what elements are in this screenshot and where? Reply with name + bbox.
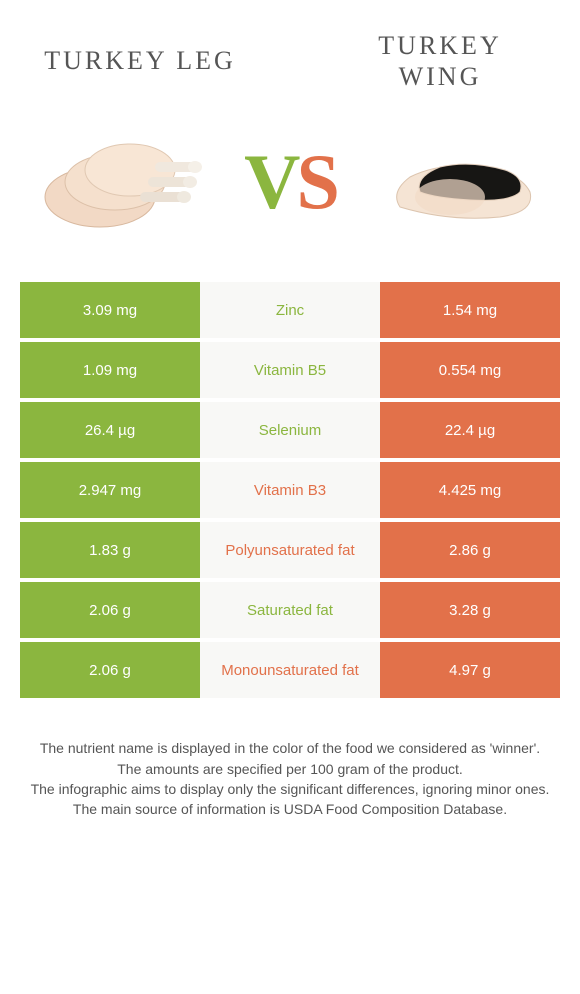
vs-v-letter: V: [244, 138, 296, 225]
header-row: TURKEY LEG TURKEY WING: [0, 0, 580, 102]
left-value: 1.83 g: [20, 522, 200, 578]
nutrient-name: Vitamin B5: [200, 342, 380, 398]
title-right: TURKEY WING: [340, 30, 540, 92]
title-left: TURKEY LEG: [40, 46, 240, 76]
right-value: 3.28 g: [380, 582, 560, 638]
left-value: 2.947 mg: [20, 462, 200, 518]
left-value: 1.09 mg: [20, 342, 200, 398]
footer-line-3: The infographic aims to display only the…: [30, 779, 550, 799]
turkey-leg-image: [30, 112, 210, 252]
nutrient-row: 26.4 µgSelenium22.4 µg: [20, 402, 560, 458]
images-row: VS: [0, 102, 580, 282]
right-value: 2.86 g: [380, 522, 560, 578]
right-value: 4.425 mg: [380, 462, 560, 518]
footer-line-1: The nutrient name is displayed in the co…: [30, 738, 550, 758]
nutrient-row: 2.06 gSaturated fat3.28 g: [20, 582, 560, 638]
right-value: 4.97 g: [380, 642, 560, 698]
nutrient-name: Selenium: [200, 402, 380, 458]
left-value: 26.4 µg: [20, 402, 200, 458]
nutrient-name: Saturated fat: [200, 582, 380, 638]
nutrient-name: Zinc: [200, 282, 380, 338]
nutrient-table: 3.09 mgZinc1.54 mg1.09 mgVitamin B50.554…: [20, 282, 560, 698]
nutrient-name: Vitamin B3: [200, 462, 380, 518]
nutrient-row: 2.06 gMonounsaturated fat4.97 g: [20, 642, 560, 698]
nutrient-row: 1.83 gPolyunsaturated fat2.86 g: [20, 522, 560, 578]
right-value: 0.554 mg: [380, 342, 560, 398]
turkey-wing-image: [370, 112, 550, 252]
right-value: 1.54 mg: [380, 282, 560, 338]
left-value: 2.06 g: [20, 582, 200, 638]
nutrient-name: Monounsaturated fat: [200, 642, 380, 698]
nutrient-row: 2.947 mgVitamin B34.425 mg: [20, 462, 560, 518]
vs-s-letter: S: [296, 138, 335, 225]
footer-line-2: The amounts are specified per 100 gram o…: [30, 759, 550, 779]
left-value: 2.06 g: [20, 642, 200, 698]
nutrient-name: Polyunsaturated fat: [200, 522, 380, 578]
footer-notes: The nutrient name is displayed in the co…: [0, 698, 580, 839]
right-value: 22.4 µg: [380, 402, 560, 458]
nutrient-row: 3.09 mgZinc1.54 mg: [20, 282, 560, 338]
footer-line-4: The main source of information is USDA F…: [30, 799, 550, 819]
left-value: 3.09 mg: [20, 282, 200, 338]
vs-label: VS: [244, 137, 336, 227]
nutrient-row: 1.09 mgVitamin B50.554 mg: [20, 342, 560, 398]
